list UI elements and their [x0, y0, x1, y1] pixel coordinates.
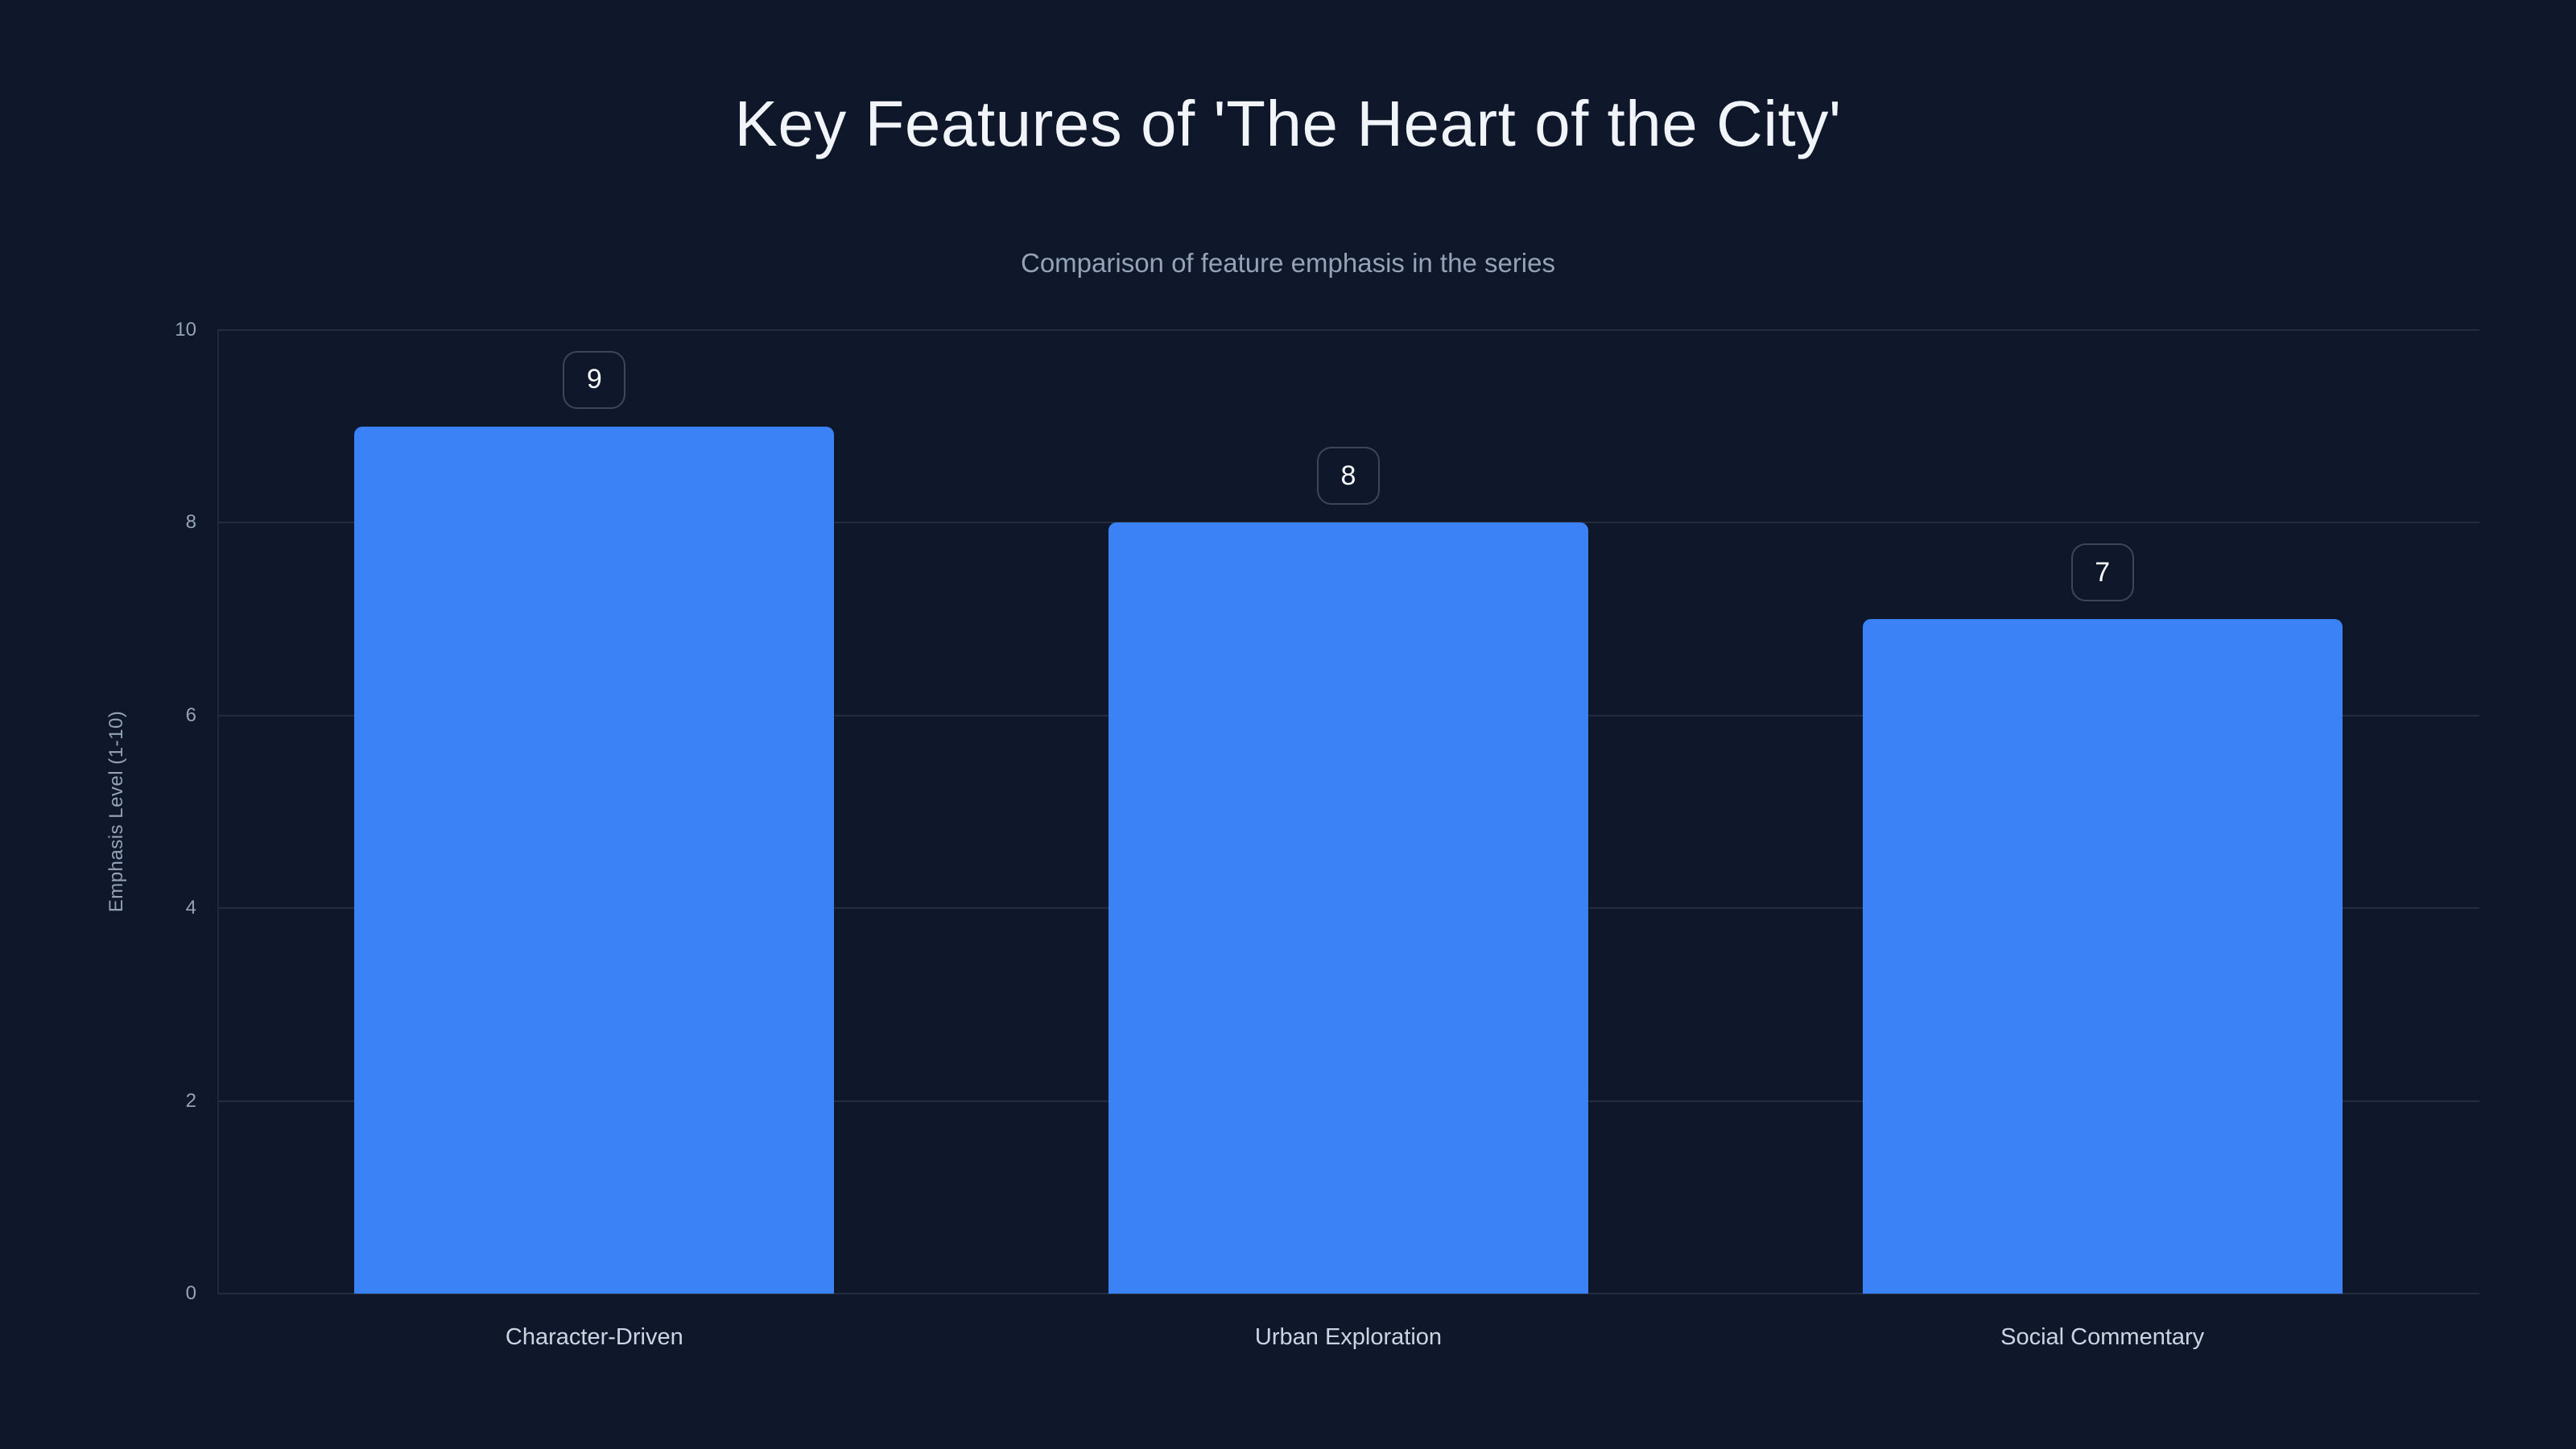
x-category-label: Urban Exploration: [1254, 1324, 1443, 1350]
y-tick-label: 0: [185, 1282, 196, 1304]
x-category-label: Social Commentary: [2000, 1324, 2205, 1350]
bar-value-badge: 8: [1317, 447, 1380, 506]
bar-urban-exploration[interactable]: [1108, 522, 1588, 1294]
gridline: [217, 329, 2479, 331]
y-tick-label: 4: [185, 897, 196, 919]
gridline: [217, 522, 2479, 524]
x-category-label: Character-Driven: [505, 1324, 683, 1350]
y-axis-title: Emphasis Level (1-10): [105, 710, 127, 913]
chart-subtitle: Comparison of feature emphasis in the se…: [1021, 248, 1555, 278]
y-axis-line: [217, 330, 219, 1294]
y-tick-label: 8: [185, 511, 196, 534]
bar-value-badge: 9: [563, 350, 626, 409]
gridline: [217, 1293, 2479, 1294]
bar-character-driven[interactable]: [354, 426, 835, 1294]
bar-value-badge: 7: [2070, 543, 2134, 602]
y-tick-label: 10: [175, 319, 196, 341]
y-tick-label: 2: [185, 1089, 196, 1112]
bar-social-commentary[interactable]: [1862, 619, 2343, 1294]
plot-area: 0 2 4 6 8 10 9 Character-Driven 8 Urban Explorati…: [175, 319, 2479, 1350]
chart-title: Key Features of 'The Heart of the City': [734, 88, 1842, 159]
y-tick-label: 6: [185, 704, 196, 726]
